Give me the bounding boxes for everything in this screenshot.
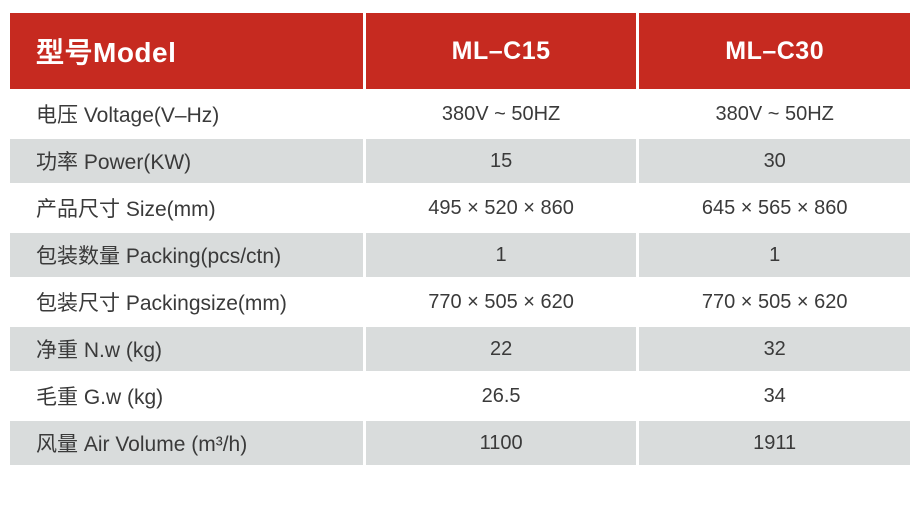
cell-value: 495 × 520 × 860 xyxy=(362,183,640,233)
row-label: 风量 Air Volume (m³/h) xyxy=(7,418,366,468)
cell-value: 32 xyxy=(636,324,913,374)
cell-value: 22 xyxy=(362,324,640,374)
table-row-packing: 包装数量 Packing(pcs/ctn) 1 1 xyxy=(7,230,913,280)
cell-value: 1 xyxy=(362,230,640,280)
cell-value: 380V ~ 50HZ xyxy=(362,89,640,139)
cell-value: 380V ~ 50HZ xyxy=(636,89,913,139)
row-label: 净重 N.w (kg) xyxy=(7,324,366,374)
table-row-power: 功率 Power(KW) 15 30 xyxy=(7,136,913,186)
cell-value: 26.5 xyxy=(362,371,640,421)
header-row: 型号Model ML–C15 ML–C30 xyxy=(7,10,913,92)
cell-value: 1911 xyxy=(636,418,913,468)
model-header-cell: 型号Model xyxy=(7,10,366,92)
table-row-air-volume: 风量 Air Volume (m³/h) 1100 1911 xyxy=(7,418,913,468)
table-row-size: 产品尺寸 Size(mm) 495 × 520 × 860 645 × 565 … xyxy=(7,183,913,233)
cell-value: 30 xyxy=(636,136,913,186)
row-label: 电压 Voltage(V–Hz) xyxy=(7,89,366,139)
table-row-packingsize: 包装尺寸 Packingsize(mm) 770 × 505 × 620 770… xyxy=(7,277,913,327)
table-row-voltage: 电压 Voltage(V–Hz) 380V ~ 50HZ 380V ~ 50HZ xyxy=(7,89,913,139)
column-header-ml-c15: ML–C15 xyxy=(362,10,640,92)
row-label: 产品尺寸 Size(mm) xyxy=(7,183,366,233)
table-row-gross-weight: 毛重 G.w (kg) 26.5 34 xyxy=(7,371,913,421)
column-header-ml-c30: ML–C30 xyxy=(636,10,913,92)
cell-value: 770 × 505 × 620 xyxy=(362,277,640,327)
cell-value: 770 × 505 × 620 xyxy=(636,277,913,327)
cell-value: 1 xyxy=(636,230,913,280)
cell-value: 1100 xyxy=(362,418,640,468)
row-label: 包装数量 Packing(pcs/ctn) xyxy=(7,230,366,280)
cell-value: 34 xyxy=(636,371,913,421)
cell-value: 15 xyxy=(362,136,640,186)
table-row-net-weight: 净重 N.w (kg) 22 32 xyxy=(7,324,913,374)
cell-value: 645 × 565 × 860 xyxy=(636,183,913,233)
row-label: 毛重 G.w (kg) xyxy=(7,371,366,421)
row-label: 包装尺寸 Packingsize(mm) xyxy=(7,277,366,327)
row-label: 功率 Power(KW) xyxy=(7,136,366,186)
product-spec-table: 型号Model ML–C15 ML–C30 电压 Voltage(V–Hz) 3… xyxy=(7,10,913,468)
